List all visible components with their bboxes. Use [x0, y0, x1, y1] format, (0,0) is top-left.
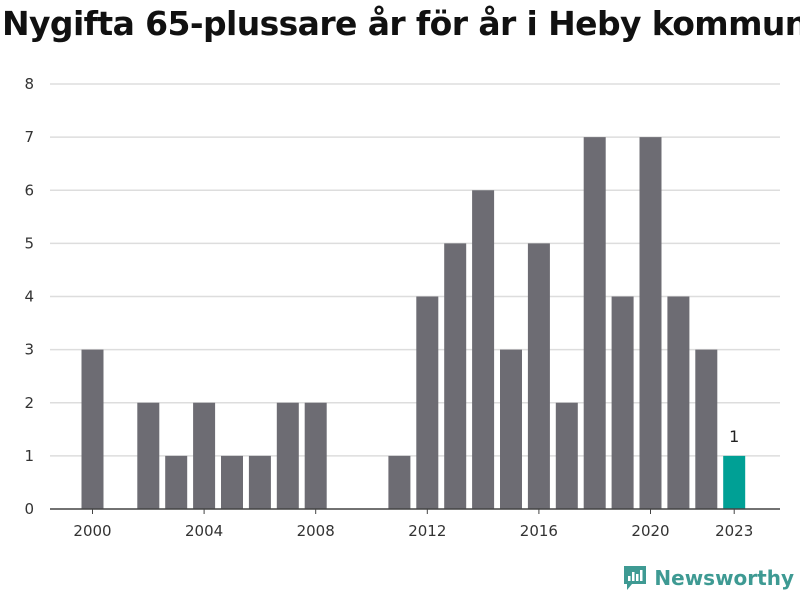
data-labels: 1: [729, 427, 739, 446]
x-tick-label: 2023: [715, 522, 753, 540]
bar-2006[interactable]: [248, 455, 271, 509]
bar-2023[interactable]: [723, 455, 746, 509]
bar-2011[interactable]: [388, 455, 411, 509]
bar-2018[interactable]: [583, 137, 606, 509]
y-axis-ticks: 0 1 2 3 4 5 6 7 8: [24, 75, 34, 518]
x-tick-label: 2020: [631, 522, 669, 540]
bar-2012[interactable]: [416, 296, 439, 510]
bar-2022[interactable]: [695, 349, 718, 509]
brand-name: Newsworthy: [654, 566, 794, 590]
y-tick-label: 5: [24, 234, 34, 252]
bar-2021[interactable]: [667, 296, 690, 510]
bars: [81, 137, 746, 510]
x-tick-label: 2000: [73, 522, 111, 540]
bar-2014[interactable]: [472, 190, 495, 509]
x-axis-ticks: 2000 2004 2008 2012 2016 2020 2023: [73, 509, 753, 540]
bar-2007[interactable]: [276, 402, 299, 509]
bar-2000[interactable]: [81, 349, 104, 509]
x-tick-label: 2004: [185, 522, 223, 540]
y-tick-label: 7: [24, 128, 34, 146]
bar-2019[interactable]: [611, 296, 634, 510]
y-tick-label: 1: [24, 447, 34, 465]
bar-2004[interactable]: [193, 402, 216, 509]
newsworthy-logo-icon: [624, 566, 647, 590]
bar-2013[interactable]: [444, 243, 467, 509]
y-tick-label: 0: [24, 500, 34, 518]
x-tick-label: 2016: [520, 522, 558, 540]
y-tick-label: 3: [24, 341, 34, 359]
data-label-2023: 1: [729, 427, 739, 446]
y-tick-label: 6: [24, 181, 34, 199]
y-tick-label: 4: [24, 288, 34, 306]
bar-2020[interactable]: [639, 137, 662, 509]
bar-2015[interactable]: [500, 349, 522, 509]
bar-2005[interactable]: [221, 455, 243, 509]
chart-title: Nygifta 65-plussare år för år i Heby kom…: [2, 4, 800, 43]
y-tick-label: 2: [24, 394, 34, 412]
x-tick-label: 2008: [297, 522, 335, 540]
bar-2003[interactable]: [165, 455, 188, 509]
x-tick-label: 2012: [408, 522, 446, 540]
bar-2002[interactable]: [137, 402, 160, 509]
brand-logo[interactable]: Newsworthy: [622, 564, 794, 592]
bar-2016[interactable]: [527, 243, 550, 509]
bar-2008[interactable]: [304, 402, 327, 509]
y-tick-label: 8: [24, 75, 34, 93]
bar-2017[interactable]: [555, 402, 578, 509]
